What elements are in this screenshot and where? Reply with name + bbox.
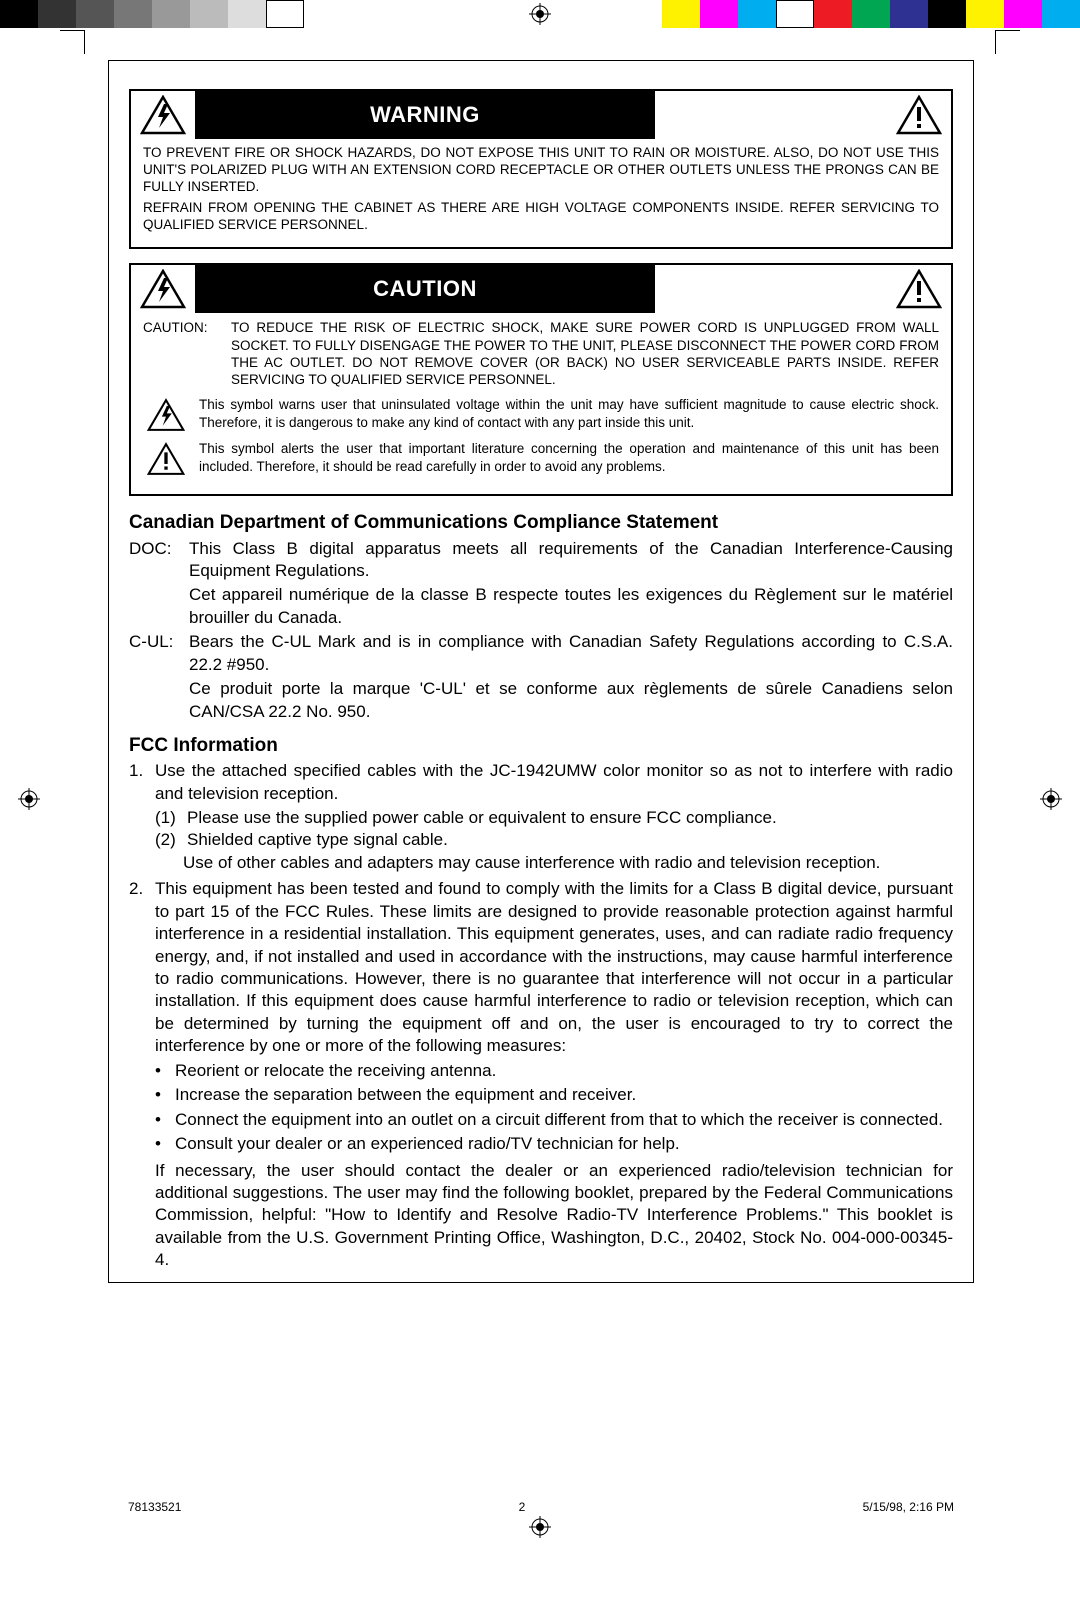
fcc-item1-lead: Use the attached specified cables with t… <box>155 760 953 805</box>
fcc-bullets: • Reorient or relocate the receiving ante… <box>129 1060 953 1156</box>
canadian-tag: DOC: <box>129 538 183 583</box>
caution-body: CAUTION:TO REDUCE THE RISK OF ELECTRIC S… <box>131 313 951 494</box>
fcc-bullet: • Consult your dealer or an experienced r… <box>155 1133 953 1155</box>
warning-box: WARNING TO PREVENT FIRE OR SHOCK HAZARDS… <box>129 89 953 249</box>
bolt-icon <box>131 265 195 313</box>
crop-tick <box>84 30 85 54</box>
bolt-icon <box>143 396 189 432</box>
reg-mark-bottom <box>529 1516 551 1538</box>
canadian-item: Ce produit porte la marque 'C-UL' et se … <box>129 678 953 723</box>
canadian-tag <box>129 678 183 723</box>
fcc-item2-lead: This equipment has been tested and found… <box>155 878 953 1058</box>
fcc-item1-paren-2: (2) Shielded captive type signal cable. <box>129 829 953 851</box>
warning-text: TO PREVENT FIRE OR SHOCK HAZARDS, DO NOT… <box>143 145 939 196</box>
canadian-text: Ce produit porte la marque 'C-UL' et se … <box>189 678 953 723</box>
list-number: 1. <box>129 760 151 805</box>
canadian-text: Bears the C-UL Mark and is in compliance… <box>189 631 953 676</box>
bolt-icon <box>131 91 195 139</box>
footer-center: 2 <box>519 1500 526 1514</box>
canadian-item: C-UL:Bears the C-UL Mark and is in compl… <box>129 631 953 676</box>
bang-icon <box>887 91 951 139</box>
caution-row: CAUTION:TO REDUCE THE RISK OF ELECTRIC S… <box>143 319 939 388</box>
bullet-text: Consult your dealer or an experienced ra… <box>175 1133 953 1155</box>
warning-text: REFRAIN FROM OPENING THE CABINET AS THER… <box>143 200 939 234</box>
canadian-section: Canadian Department of Communications Co… <box>129 510 953 723</box>
caution-text: This symbol alerts the user that importa… <box>199 440 939 476</box>
caution-label: CAUTION: <box>143 319 221 388</box>
fcc-heading: FCC Information <box>129 733 953 758</box>
fcc-item1-tail: Use of other cables and adapters may cau… <box>129 852 953 874</box>
caution-text: TO REDUCE THE RISK OF ELECTRIC SHOCK, MA… <box>231 319 939 388</box>
crop-tick <box>995 30 996 54</box>
caution-text: This symbol warns user that uninsulated … <box>199 396 939 432</box>
bullet-text: Increase the separation between the equi… <box>175 1084 953 1106</box>
canadian-tag: C-UL: <box>129 631 183 676</box>
footer-left: 78133521 <box>128 1500 181 1514</box>
canadian-item: Cet appareil numérique de la classe B re… <box>129 584 953 629</box>
fcc-bullet: • Connect the equipment into an outlet on… <box>155 1109 953 1131</box>
fcc-item-1: 1. Use the attached specified cables wit… <box>129 760 953 805</box>
footer-right: 5/15/98, 2:16 PM <box>863 1500 954 1514</box>
canadian-tag <box>129 584 183 629</box>
bullet-text: Reorient or relocate the receiving anten… <box>175 1060 953 1082</box>
canadian-text: This Class B digital apparatus meets all… <box>189 538 953 583</box>
canadian-text: Cet appareil numérique de la classe B re… <box>189 584 953 629</box>
bang-icon <box>887 265 951 313</box>
reg-mark-left <box>18 788 40 810</box>
canadian-item: DOC:This Class B digital apparatus meets… <box>129 538 953 583</box>
list-number: 2. <box>129 878 151 1058</box>
caution-row: This symbol alerts the user that importa… <box>143 440 939 476</box>
bullet-icon: • <box>155 1060 167 1082</box>
bang-icon <box>143 440 189 476</box>
page-footer: 78133521 2 5/15/98, 2:16 PM <box>108 1500 974 1514</box>
caution-box: CAUTION CAUTION:TO REDUCE THE RISK OF EL… <box>129 263 953 496</box>
page-frame: WARNING TO PREVENT FIRE OR SHOCK HAZARDS… <box>108 60 974 1283</box>
bullet-text: Connect the equipment into an outlet on … <box>175 1109 953 1131</box>
fcc-item-2: 2. This equipment has been tested and fo… <box>129 878 953 1058</box>
fcc-item1-paren-1: (1) Please use the supplied power cable … <box>129 807 953 829</box>
warning-body: TO PREVENT FIRE OR SHOCK HAZARDS, DO NOT… <box>131 139 951 247</box>
caution-row: This symbol warns user that uninsulated … <box>143 396 939 432</box>
bullet-icon: • <box>155 1133 167 1155</box>
fcc-closing: If necessary, the user should contact th… <box>129 1160 953 1272</box>
canadian-heading: Canadian Department of Communications Co… <box>129 510 953 535</box>
crop-tick <box>996 30 1020 31</box>
fcc-bullet: • Increase the separation between the equ… <box>155 1084 953 1106</box>
warning-title: WARNING <box>195 91 655 139</box>
crop-tick <box>60 30 84 31</box>
caution-title: CAUTION <box>195 265 655 313</box>
bullet-icon: • <box>155 1084 167 1106</box>
fcc-section: FCC Information 1. Use the attached spec… <box>129 733 953 1272</box>
reg-mark-top <box>529 3 551 25</box>
reg-mark-right <box>1040 788 1062 810</box>
fcc-bullet: • Reorient or relocate the receiving ante… <box>155 1060 953 1082</box>
bullet-icon: • <box>155 1109 167 1131</box>
